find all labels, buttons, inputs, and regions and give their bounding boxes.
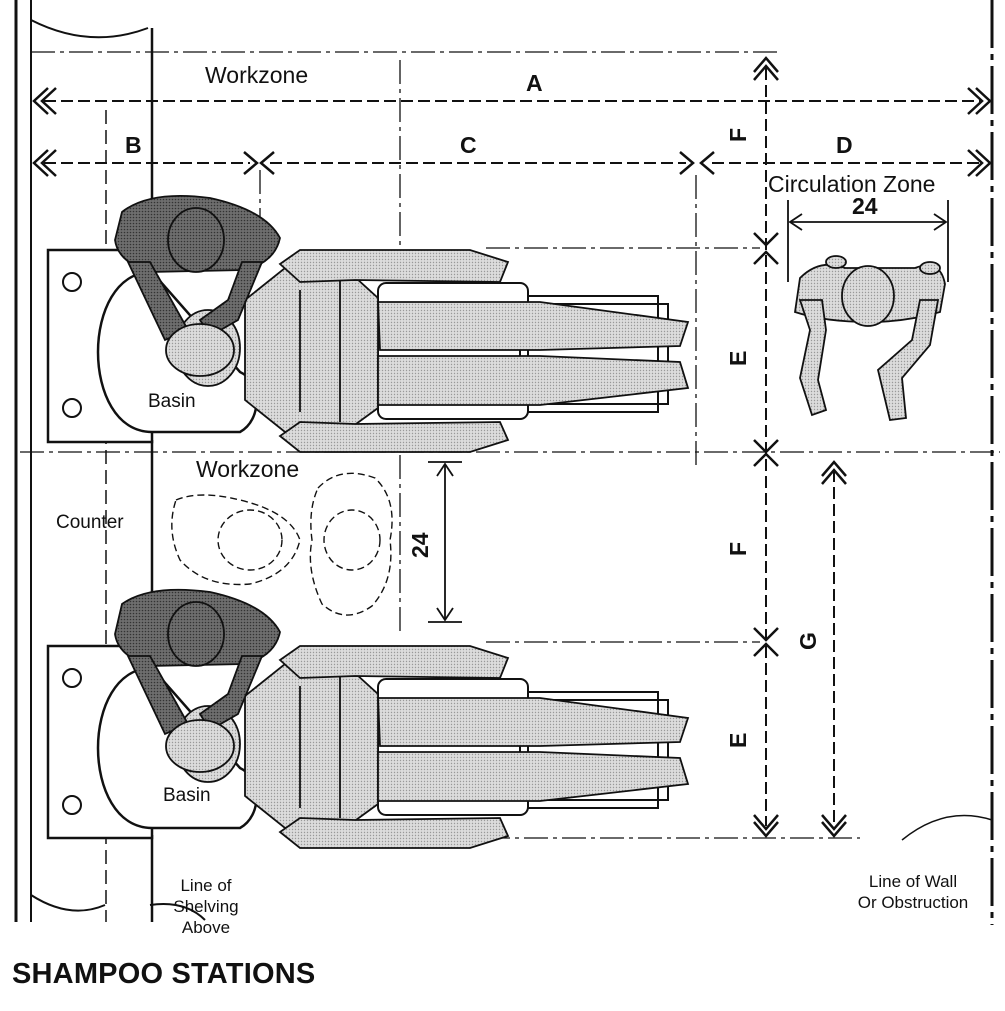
dim-label-f-top: F xyxy=(725,128,751,142)
label-shelving-line1: Line of xyxy=(180,876,231,895)
right-wall xyxy=(901,0,994,925)
label-wall-line2: Or Obstruction xyxy=(858,893,969,912)
dim-label-e-bottom: E xyxy=(725,733,751,748)
dim-label-f-mid: F xyxy=(725,542,751,556)
label-wall-line1: Line of Wall xyxy=(869,872,957,891)
dim-label-a: A xyxy=(526,70,543,96)
client-head-bottom xyxy=(165,719,235,773)
label-workzone-top: Workzone xyxy=(205,62,308,88)
label-basin-bottom: Basin xyxy=(163,785,211,806)
dim-label-workzone-24: 24 xyxy=(407,532,433,558)
dim-label-e-top: E xyxy=(725,351,751,366)
left-wall xyxy=(14,0,206,922)
dim-label-g: G xyxy=(795,632,821,650)
shampoo-station-bottom xyxy=(46,588,690,849)
dim-workzone-24 xyxy=(428,461,462,623)
basin-unit-bottom xyxy=(46,644,258,840)
label-basin-top: Basin xyxy=(148,391,196,412)
stylist-top xyxy=(114,195,281,342)
ghost-stylist-figure xyxy=(171,472,393,616)
dim-label-b: B xyxy=(125,132,142,158)
dim-circulation-24 xyxy=(787,200,949,282)
diagram-title: SHAMPOO STATIONS xyxy=(12,958,316,990)
arrowheads xyxy=(32,56,992,838)
dim-label-c: C xyxy=(460,132,477,158)
label-workzone-mid: Workzone xyxy=(196,456,299,482)
reference-lines xyxy=(20,51,1000,839)
circulation-person xyxy=(793,255,946,421)
dim-label-d: D xyxy=(836,132,853,158)
label-counter: Counter xyxy=(56,512,124,533)
stylist-bottom xyxy=(114,588,281,736)
client-head-top xyxy=(165,323,235,377)
label-shelving: Line of Shelving Above xyxy=(173,876,238,937)
shampoo-station-top xyxy=(46,195,690,453)
label-circulation-zone: Circulation Zone xyxy=(768,171,935,197)
label-shelving-line3: Above xyxy=(182,918,230,937)
dimension-lines xyxy=(44,68,980,826)
label-shelving-line2: Shelving xyxy=(173,897,238,916)
label-wall: Line of Wall Or Obstruction xyxy=(858,872,969,912)
dim-label-circulation-24: 24 xyxy=(852,193,878,219)
